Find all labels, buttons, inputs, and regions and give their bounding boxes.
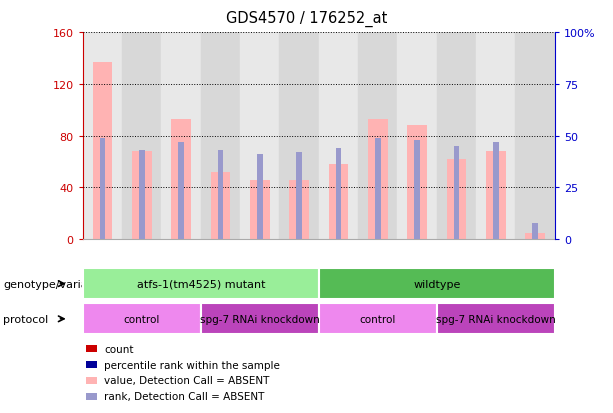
- Bar: [454, 147, 459, 240]
- Bar: [329, 165, 348, 240]
- Bar: [289, 180, 309, 240]
- Bar: [319, 33, 358, 240]
- Bar: [358, 33, 397, 240]
- Bar: [336, 149, 341, 240]
- Bar: [211, 173, 230, 240]
- Bar: [139, 151, 145, 240]
- Bar: [122, 33, 161, 240]
- Bar: [486, 152, 506, 240]
- Text: atfs-1(tm4525) mutant: atfs-1(tm4525) mutant: [137, 279, 265, 289]
- Bar: [375, 138, 381, 240]
- Bar: [414, 140, 420, 240]
- Text: value, Detection Call = ABSENT: value, Detection Call = ABSENT: [104, 375, 270, 385]
- Bar: [368, 119, 387, 240]
- Text: spg-7 RNAi knockdown: spg-7 RNAi knockdown: [200, 314, 319, 324]
- Text: wildtype: wildtype: [413, 279, 460, 289]
- Bar: [83, 33, 122, 240]
- Bar: [201, 33, 240, 240]
- Bar: [516, 33, 555, 240]
- Text: control: control: [124, 314, 160, 324]
- Bar: [218, 151, 223, 240]
- Bar: [257, 155, 262, 240]
- Bar: [100, 138, 105, 240]
- Bar: [171, 119, 191, 240]
- Text: percentile rank within the sample: percentile rank within the sample: [104, 360, 280, 370]
- Bar: [93, 63, 112, 240]
- Text: genotype/variation: genotype/variation: [3, 279, 109, 289]
- Text: GDS4570 / 176252_at: GDS4570 / 176252_at: [226, 10, 387, 26]
- Bar: [250, 180, 270, 240]
- Bar: [240, 33, 280, 240]
- Text: protocol: protocol: [3, 314, 48, 324]
- Bar: [493, 142, 498, 240]
- Bar: [178, 142, 184, 240]
- Text: control: control: [360, 314, 396, 324]
- Bar: [132, 152, 151, 240]
- Text: rank, Detection Call = ABSENT: rank, Detection Call = ABSENT: [104, 391, 265, 401]
- Bar: [161, 33, 201, 240]
- Bar: [525, 233, 545, 240]
- Bar: [397, 33, 436, 240]
- Bar: [296, 153, 302, 240]
- Bar: [280, 33, 319, 240]
- Bar: [447, 159, 466, 240]
- Bar: [407, 126, 427, 240]
- Bar: [476, 33, 516, 240]
- Bar: [436, 33, 476, 240]
- Text: spg-7 RNAi knockdown: spg-7 RNAi knockdown: [436, 314, 555, 324]
- Text: count: count: [104, 344, 134, 354]
- Bar: [532, 223, 538, 240]
